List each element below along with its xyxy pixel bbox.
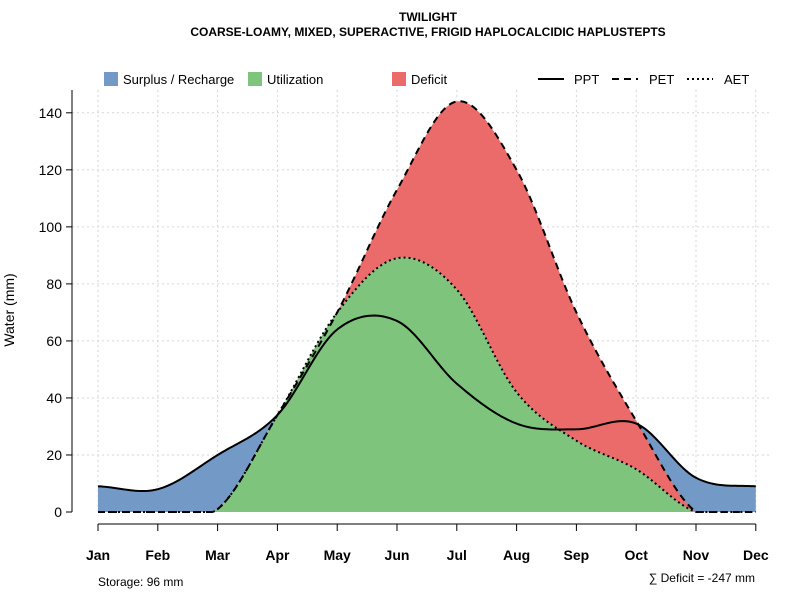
x-tick-label: Mar xyxy=(205,547,230,563)
y-tick-label: 80 xyxy=(46,276,62,292)
y-tick-label: 120 xyxy=(39,162,63,178)
areas xyxy=(98,101,756,512)
lines xyxy=(97,100,756,513)
legend-label-surplus: Surplus / Recharge xyxy=(123,72,234,87)
legend: Surplus / Recharge Utilization Deficit P… xyxy=(104,72,749,87)
deficit-sum: ∑ Deficit = -247 mm xyxy=(649,571,755,585)
x-tick-label: Jul xyxy=(447,547,467,563)
deficit-area xyxy=(98,101,756,512)
chart-title: TWILIGHT xyxy=(399,10,458,24)
legend-label-ppt: PPT xyxy=(574,72,599,87)
x-tick-label: Feb xyxy=(145,547,170,563)
x-tick-label: Oct xyxy=(625,547,649,563)
legend-label-aet: AET xyxy=(724,72,749,87)
y-tick-label: 60 xyxy=(46,333,62,349)
x-tick-label: Apr xyxy=(265,547,290,563)
axes: 0 20 40 60 80 100 120 140 Jan Feb Mar Apr May Jun Jul A… xyxy=(39,90,769,563)
x-tick-label: Jan xyxy=(86,547,110,563)
legend-swatch-deficit xyxy=(392,72,406,86)
y-axis-label: Water (mm) xyxy=(1,273,17,346)
legend-label-deficit: Deficit xyxy=(411,72,448,87)
utilization-area xyxy=(98,257,756,512)
y-tick-label: 20 xyxy=(46,447,62,463)
x-tick-label: Jun xyxy=(385,547,410,563)
y-tick-label: 0 xyxy=(54,504,62,520)
legend-label-pet: PET xyxy=(649,72,674,87)
x-tick-label: Sep xyxy=(564,547,590,563)
y-tick-label: 100 xyxy=(39,219,63,235)
pet-line xyxy=(98,100,756,513)
chart-subtitle: COARSE-LOAMY, MIXED, SUPERACTIVE, FRIGID… xyxy=(190,25,665,39)
legend-swatch-surplus xyxy=(104,72,118,86)
y-tick-label: 140 xyxy=(39,105,63,121)
legend-swatch-utilization xyxy=(248,72,262,86)
y-tick-label: 40 xyxy=(46,390,62,406)
aet-base-area xyxy=(98,315,756,512)
x-tick-label: Aug xyxy=(503,547,530,563)
storage-note: Storage: 96 mm xyxy=(98,575,183,589)
x-tick-label: Nov xyxy=(683,547,710,563)
ppt-line xyxy=(97,314,756,493)
legend-label-utilization: Utilization xyxy=(267,72,323,87)
x-tick-label: Dec xyxy=(743,547,769,563)
x-tick-label: May xyxy=(324,547,351,563)
